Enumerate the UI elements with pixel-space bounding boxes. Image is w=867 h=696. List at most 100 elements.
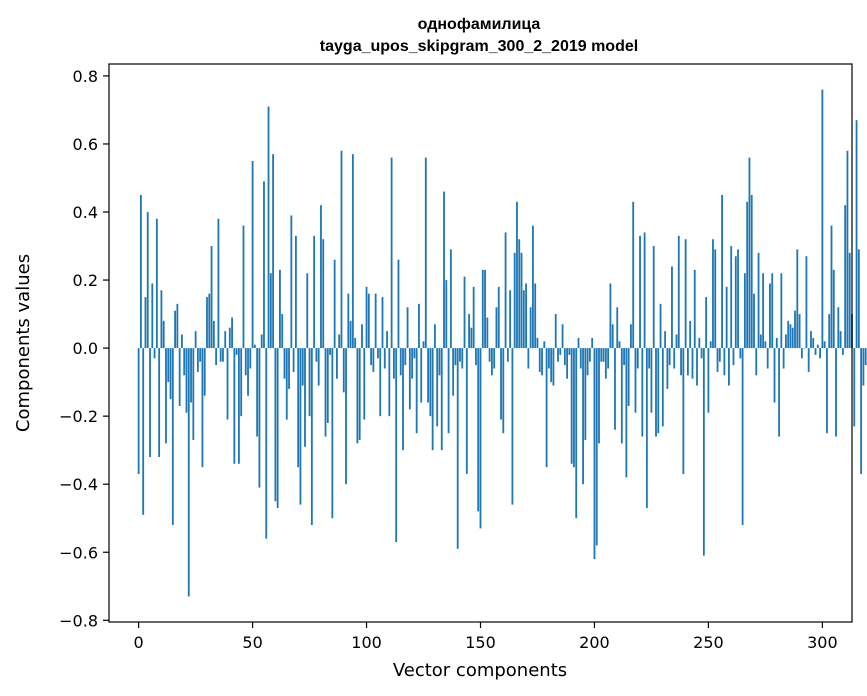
bar — [276, 348, 279, 509]
bar — [525, 283, 527, 349]
bar — [766, 348, 769, 369]
bar — [279, 269, 281, 349]
bar — [862, 348, 865, 386]
bar — [315, 348, 318, 362]
bar — [700, 348, 703, 359]
bar — [639, 235, 641, 349]
bar — [167, 348, 170, 383]
x-tick-label: 150 — [465, 633, 496, 652]
bar — [176, 303, 179, 349]
bar — [643, 232, 646, 349]
bar — [600, 348, 603, 362]
bar — [459, 348, 461, 362]
bar — [577, 337, 580, 349]
bar — [832, 269, 835, 349]
bar — [351, 154, 354, 349]
bar — [486, 317, 489, 349]
bar — [759, 334, 762, 349]
bar — [434, 324, 436, 349]
bar — [805, 256, 808, 349]
x-tick-label: 0 — [134, 633, 144, 652]
bar — [819, 348, 821, 359]
bar — [206, 297, 208, 349]
bar — [347, 293, 350, 349]
bar — [354, 337, 357, 349]
bar — [769, 283, 771, 349]
bar — [705, 297, 708, 349]
bar — [299, 348, 302, 505]
bar — [322, 239, 325, 349]
bar — [623, 348, 625, 366]
bar — [518, 239, 521, 349]
bar — [258, 348, 261, 488]
y-tick-label: 0.2 — [73, 271, 98, 290]
bar — [447, 348, 450, 434]
bar — [860, 348, 863, 474]
bar — [721, 194, 723, 349]
bar — [137, 348, 140, 474]
bar — [750, 194, 753, 349]
bar — [573, 348, 575, 468]
bar — [479, 348, 482, 529]
bar — [743, 273, 746, 349]
bar — [778, 348, 780, 437]
bar — [636, 348, 639, 369]
bar — [853, 348, 856, 427]
bar — [431, 348, 434, 451]
bar — [490, 348, 493, 376]
bar — [308, 348, 311, 417]
bar — [522, 290, 525, 349]
bar — [575, 348, 578, 519]
bar — [841, 348, 844, 355]
bar — [753, 293, 755, 349]
bar — [151, 283, 154, 349]
bar — [696, 348, 698, 386]
bar — [162, 320, 165, 349]
bar — [712, 239, 714, 349]
bar — [730, 246, 733, 349]
bar — [529, 307, 532, 349]
bar — [698, 337, 701, 349]
bar — [545, 348, 548, 468]
bar — [415, 348, 418, 434]
bar — [627, 348, 630, 406]
bar — [728, 348, 730, 386]
bar — [500, 348, 502, 420]
bar — [390, 157, 393, 349]
bar — [814, 348, 817, 355]
bar — [144, 297, 147, 349]
bar — [386, 331, 388, 349]
bar — [438, 348, 441, 376]
bar — [582, 348, 584, 485]
bar — [317, 348, 320, 386]
bar — [561, 324, 564, 349]
bar — [395, 348, 398, 543]
bar — [673, 348, 676, 369]
bar — [773, 348, 776, 403]
bar — [361, 324, 363, 349]
bar — [791, 327, 794, 349]
bar — [828, 314, 831, 349]
bar — [210, 246, 213, 349]
bar — [475, 348, 477, 366]
bar — [358, 348, 361, 440]
x-tick-label: 200 — [579, 633, 610, 652]
bar — [196, 348, 199, 372]
bar — [739, 348, 742, 359]
bar — [604, 348, 607, 379]
bar — [374, 293, 377, 349]
bar — [463, 276, 466, 349]
y-tick-label: 0.4 — [73, 203, 98, 222]
bar — [449, 249, 452, 349]
bar — [192, 348, 195, 440]
bar — [645, 348, 648, 509]
bar — [502, 348, 505, 434]
bar — [675, 334, 678, 349]
bar — [671, 266, 673, 349]
bar — [493, 348, 496, 369]
bar — [174, 310, 176, 349]
bar — [146, 212, 149, 349]
bar — [789, 324, 792, 349]
bar — [178, 348, 181, 406]
